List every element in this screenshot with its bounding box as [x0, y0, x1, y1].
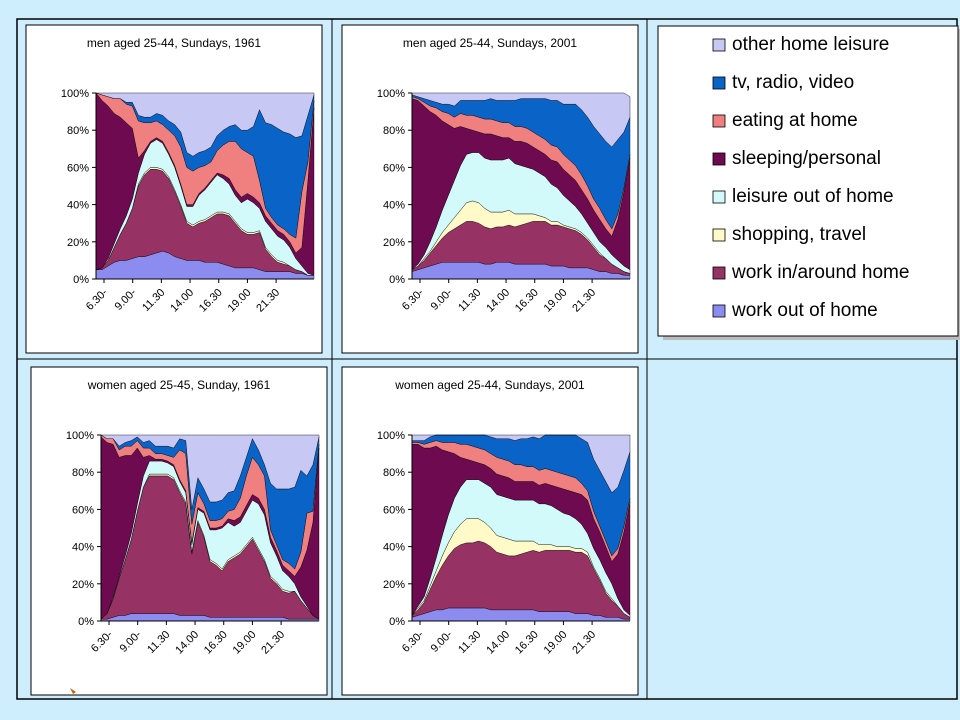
y-tick-label: 100% [61, 88, 89, 100]
y-tick-label: 60% [383, 162, 405, 174]
chart-panel-women-1961: women aged 25-45, Sunday, 1961 0% 20% 40% 6… [30, 366, 328, 696]
legend-label: other home leisure [732, 34, 889, 55]
area-other-home-leisure [95, 92, 315, 157]
y-tick-label: 20% [383, 237, 405, 249]
chart-panel-men-1961: men aged 25-44, Sundays, 1961 0% 20% 40% 60… [25, 24, 323, 354]
chart-panel-women-2001: women aged 25-44, Sundays, 2001 0% 20% 40%… [341, 366, 639, 696]
y-tick-label: 80% [67, 125, 89, 137]
y-tick-label: 80% [72, 467, 94, 479]
legend-swatch [712, 228, 726, 242]
y-tick-label: 40% [383, 542, 405, 554]
y-tick-label: 100% [377, 430, 405, 442]
legend-label: sleeping/personal [732, 148, 881, 169]
legend-label: work in/around home [731, 262, 909, 283]
y-tick-label: 20% [72, 579, 94, 591]
legend-swatch [712, 190, 726, 204]
legend-swatch [712, 152, 726, 166]
chart-title: women aged 25-45, Sunday, 1961 [87, 378, 271, 392]
legend-box [657, 25, 959, 337]
y-tick-label: 20% [67, 237, 89, 249]
area-other-home-leisure [100, 434, 320, 510]
y-tick-label: 60% [383, 504, 405, 516]
y-tick-label: 40% [67, 200, 89, 212]
y-tick-label: 80% [383, 125, 405, 137]
y-tick-label: 40% [383, 200, 405, 212]
y-tick-label: 0% [389, 616, 405, 628]
y-tick-label: 0% [73, 274, 89, 286]
y-tick-label: 60% [67, 162, 89, 174]
chart-title: men aged 25-44, Sundays, 2001 [403, 36, 577, 50]
legend-label: eating at home [732, 110, 858, 131]
y-tick-label: 40% [72, 542, 94, 554]
legend-swatch [712, 114, 726, 128]
y-tick-label: 20% [383, 579, 405, 591]
legend: other home leisure tv, radio, video eating… [712, 34, 909, 321]
y-tick-label: 60% [72, 504, 94, 516]
area-other-home-leisure [411, 92, 631, 148]
legend-swatch [712, 304, 726, 318]
legend-label: tv, radio, video [732, 72, 854, 93]
y-tick-label: 100% [66, 430, 94, 442]
y-tick-label: 80% [383, 467, 405, 479]
legend-label: shopping, travel [732, 224, 866, 245]
decorative-mark [70, 688, 76, 694]
legend-label: leisure out of home [732, 186, 894, 207]
area-other-home-leisure [411, 434, 631, 493]
legend-swatch [712, 38, 726, 52]
legend-swatch [712, 76, 726, 90]
y-tick-label: 100% [377, 88, 405, 100]
chart-title: men aged 25-44, Sundays, 1961 [87, 36, 261, 50]
legend-label: work out of home [731, 300, 878, 321]
legend-swatch [712, 266, 726, 280]
y-tick-label: 0% [78, 616, 94, 628]
chart-title: women aged 25-44, Sundays, 2001 [394, 378, 585, 392]
y-tick-label: 0% [389, 274, 405, 286]
chart-panel-men-2001: men aged 25-44, Sundays, 2001 0% 20% 40% 60… [341, 24, 639, 354]
